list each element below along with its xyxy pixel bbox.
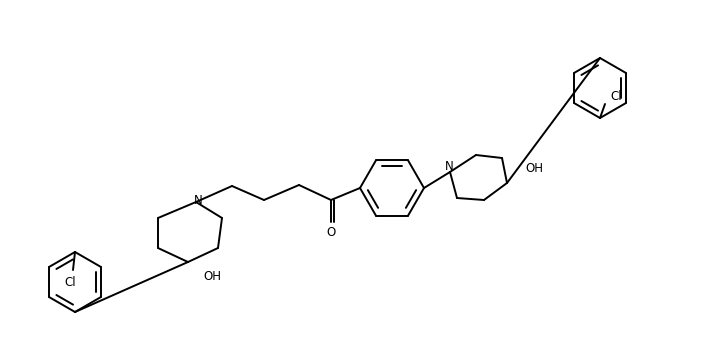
Text: N: N xyxy=(194,194,202,208)
Text: O: O xyxy=(327,225,335,239)
Text: OH: OH xyxy=(525,162,543,174)
Text: Cl: Cl xyxy=(64,275,76,289)
Text: N: N xyxy=(444,161,453,173)
Text: OH: OH xyxy=(203,269,221,283)
Text: Cl: Cl xyxy=(610,90,622,102)
